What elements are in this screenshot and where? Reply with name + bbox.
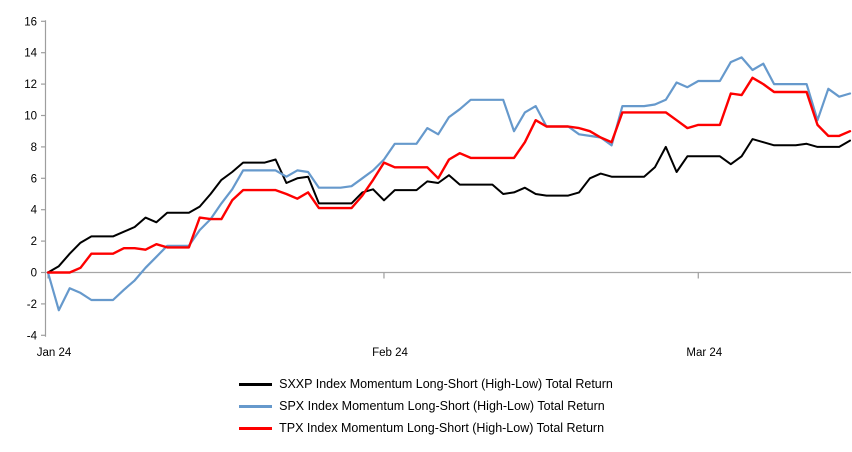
momentum-returns-line-chart: Jan 24 Feb 24 Mar 24 16 14 12 10 8 6 4 2 0 -2 -4 [24,16,852,359]
y-tick-label: 2 [31,236,37,248]
y-tick-label: 0 [31,268,37,280]
y-tick-label: 6 [31,173,37,185]
spx-series-line [46,56,852,312]
chart-legend-rows: SXXP Index Momentum Long-Short (High-Low… [239,376,613,436]
y-tick-label: 10 [24,111,37,123]
x-tick-label: Feb 24 [372,347,408,359]
legend-item-sxxp: SXXP Index Momentum Long-Short (High-Low… [239,376,613,392]
tpx-line-swatch [239,426,273,430]
legend-label-sxxp: SXXP Index Momentum Long-Short (High-Low… [279,377,613,391]
y-tick-label: 14 [24,48,37,60]
x-tick-label: Jan 24 [37,347,72,359]
y-tick-label: 8 [31,142,37,154]
sxxp-line-swatch [239,382,273,386]
spx-line-swatch [239,404,273,408]
sxxp-series-line [47,138,851,274]
y-tick-label: 4 [31,205,38,217]
y-tick-label: -2 [27,299,37,311]
y-tick-label: 12 [24,79,37,91]
legend-label-spx: SPX Index Momentum Long-Short (High-Low)… [279,399,605,413]
legend-item-tpx: TPX Index Momentum Long-Short (High-Low)… [239,420,613,436]
y-tick-label: -4 [27,330,38,342]
legend-item-spx: SPX Index Momentum Long-Short (High-Low)… [239,398,613,414]
tpx-series-line [46,76,852,274]
x-tick-label: Mar 24 [686,347,722,359]
legend-label-tpx: TPX Index Momentum Long-Short (High-Low)… [279,421,605,435]
chart-legend: SXXP Index Momentum Long-Short (High-Low… [0,376,852,436]
y-tick-label: 16 [24,16,37,28]
